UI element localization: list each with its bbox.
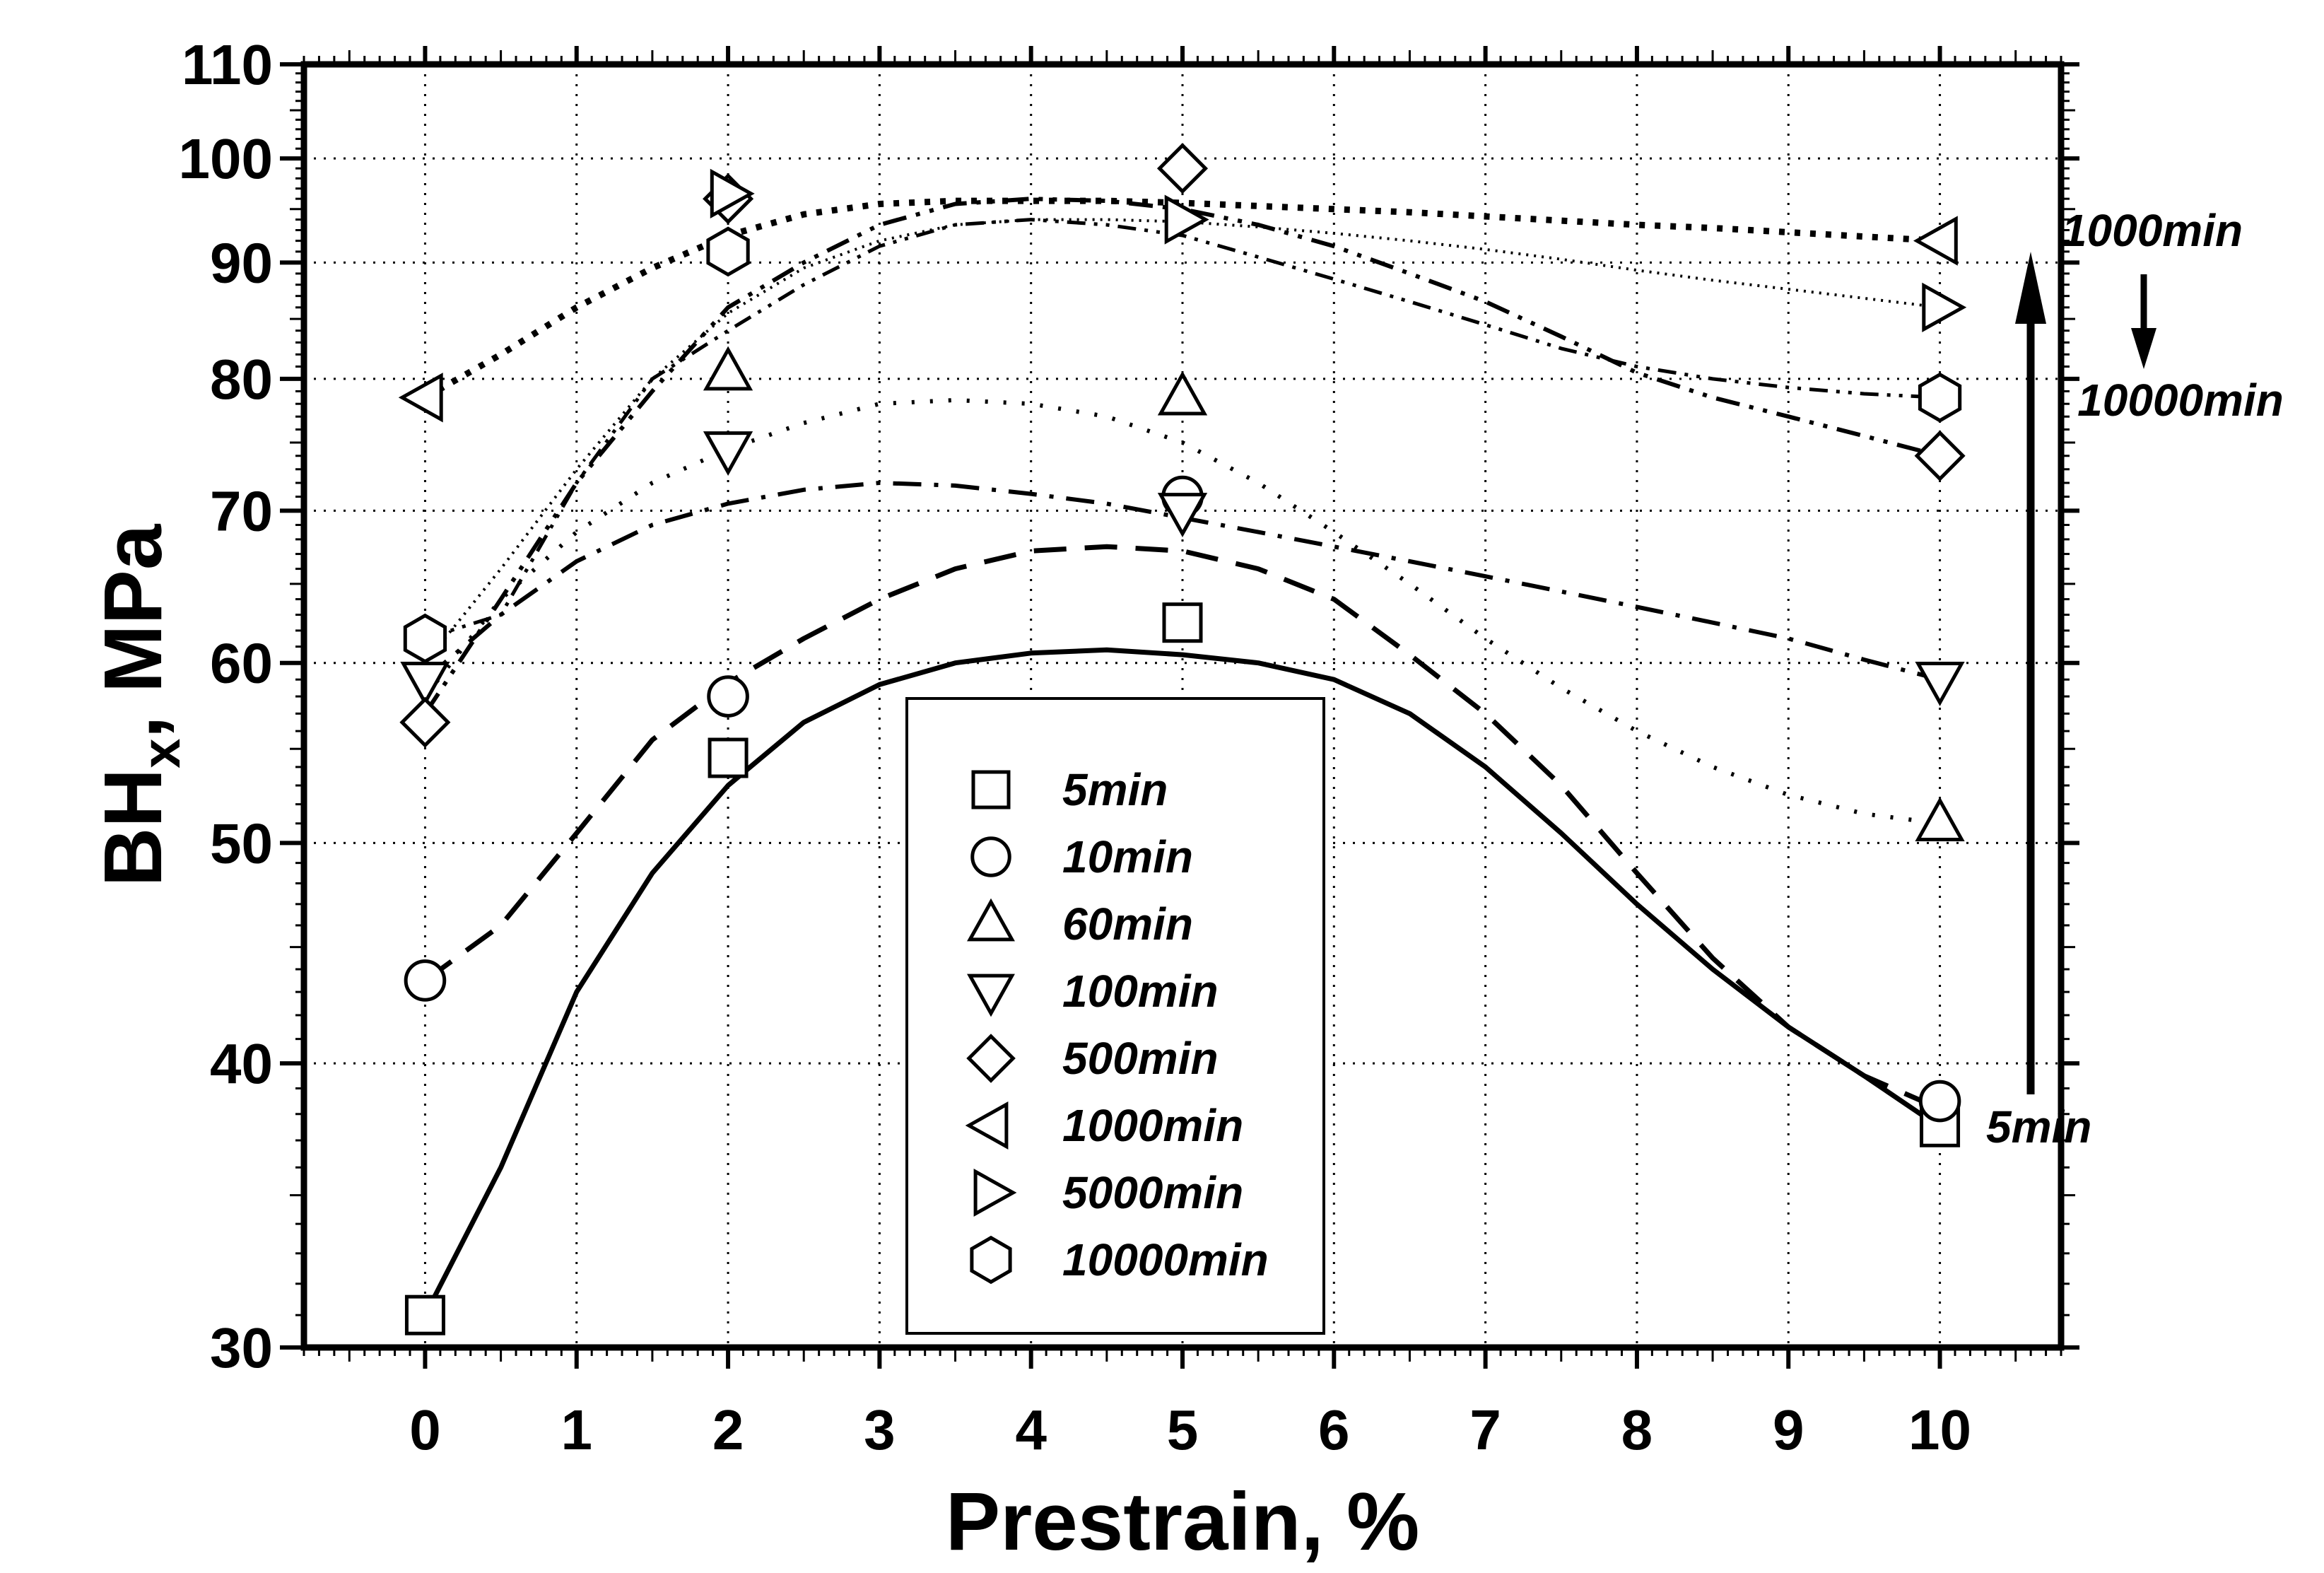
legend-label-500min: 500min	[1062, 1033, 1219, 1084]
marker-500min-x5	[1156, 143, 1209, 194]
x-tick-label-5: 5	[1167, 1398, 1199, 1461]
legend-marker-10min	[970, 836, 1011, 877]
arrow-down-head	[2131, 328, 2156, 369]
x-tick-label-4: 4	[1015, 1398, 1047, 1461]
legend-marker-5min	[971, 770, 1011, 809]
annotation-bottom-label: 5min	[1986, 1101, 2091, 1152]
legend-item-5000min: 5000min	[973, 1167, 1243, 1218]
marker-100min-x2	[703, 431, 753, 476]
arrow-up-head	[2015, 252, 2046, 324]
legend-marker-60min	[967, 898, 1015, 942]
legend-label-10min: 10min	[1062, 831, 1193, 882]
x-axis-title: Prestrain, %	[946, 1475, 1420, 1567]
marker-100min-x10	[1915, 662, 1965, 706]
y-tick-label-110: 110	[182, 33, 273, 96]
marker-1000min-x10	[1913, 216, 1958, 266]
marker-10min-x0	[404, 959, 447, 1002]
marker-1000min-x0	[398, 373, 443, 423]
x-tick-label-0: 0	[409, 1398, 441, 1461]
y-axis-title: BHx, MPa	[87, 523, 192, 887]
marker-100min-x5	[1157, 493, 1208, 538]
x-tick-label-1: 1	[561, 1398, 593, 1461]
legend-label-100min: 100min	[1062, 966, 1219, 1017]
annotation-right-label: 10000min	[2077, 375, 2284, 426]
legend-item-60min: 60min	[967, 898, 1193, 949]
legend-label-10000min: 10000min	[1062, 1234, 1269, 1285]
marker-10000min-x0	[403, 613, 447, 664]
y-tick-label-100: 100	[179, 127, 273, 190]
legend-item-500min: 500min	[966, 1033, 1219, 1084]
x-tick-label-9: 9	[1773, 1398, 1804, 1461]
legend-item-100min: 100min	[967, 966, 1219, 1017]
marker-5000min-x5	[1164, 194, 1209, 245]
legend-item-10000min: 10000min	[970, 1234, 1269, 1285]
marker-500min-x0	[399, 696, 451, 748]
y-tick-label-80: 80	[210, 348, 273, 411]
annotation-top-label: 1000min	[2062, 205, 2243, 256]
x-tick-label-8: 8	[1621, 1398, 1653, 1461]
marker-500min-x10	[1914, 430, 1966, 481]
legend-marker-100min	[967, 973, 1015, 1017]
marker-60min-x2	[703, 346, 753, 391]
marker-5000min-x10	[1922, 282, 1967, 332]
series-markers	[398, 143, 1967, 1335]
legend-marker-500min	[966, 1034, 1016, 1083]
y-axis-title-main: BH	[87, 768, 179, 887]
series-line-10min	[423, 544, 1941, 1111]
legend-item-5min: 5min	[971, 764, 1168, 815]
legend-item-1000min: 1000min	[965, 1100, 1243, 1151]
marker-5000min-x2	[710, 168, 755, 219]
y-tick-label-30: 30	[210, 1316, 273, 1379]
y-tick-label-50: 50	[210, 812, 273, 875]
series-line-10000min	[424, 218, 1940, 641]
x-tick-label-2: 2	[712, 1398, 744, 1461]
series-line-60min	[423, 397, 1940, 826]
legend: 5min 10min 60min 100min 500min 1000min 5000min…	[965, 764, 1269, 1285]
marker-10min-x10	[1918, 1080, 1961, 1123]
marker-10min-x2	[707, 675, 749, 718]
x-tick-label-6: 6	[1318, 1398, 1350, 1461]
x-tick-label-7: 7	[1469, 1398, 1501, 1461]
y-tick-label-40: 40	[210, 1032, 273, 1095]
marker-60min-x10	[1915, 797, 1965, 841]
x-tick-label-10: 10	[1908, 1398, 1971, 1461]
marker-5min-x0	[404, 1294, 445, 1335]
marker-5min-x2	[708, 737, 749, 778]
legend-marker-10000min	[970, 1235, 1012, 1285]
legend-label-60min: 60min	[1062, 899, 1193, 949]
y-tick-label-90: 90	[210, 231, 273, 294]
legend-marker-5000min	[973, 1169, 1017, 1217]
arrow-up	[2015, 252, 2046, 1094]
legend-label-5000min: 5000min	[1062, 1167, 1243, 1218]
series-line-1000min	[423, 197, 1940, 401]
y-tick-label-60: 60	[210, 632, 273, 695]
ticks	[280, 46, 2079, 1369]
marker-60min-x5	[1157, 370, 1208, 416]
tick-labels: 0 1 2 3 4 5 6 7 8 9 10 30 40 50 60 70 80 90 100 110	[179, 33, 1972, 1461]
marker-10000min-x10	[1918, 372, 1962, 423]
marker-5min-x5	[1162, 602, 1203, 643]
y-tick-label-70: 70	[210, 479, 273, 542]
legend-marker-1000min	[965, 1101, 1009, 1150]
legend-label-5min: 5min	[1062, 764, 1168, 815]
series-line-5min	[423, 647, 1942, 1316]
series-line-5000min	[423, 218, 1940, 664]
y-axis-title-unit: , MPa	[87, 523, 179, 738]
y-axis-title-subscript: x	[131, 739, 192, 768]
marker-10000min-x2	[706, 226, 750, 277]
arrow-down	[2131, 274, 2156, 369]
legend-item-10min: 10min	[970, 831, 1193, 882]
x-tick-label-3: 3	[864, 1398, 896, 1461]
legend-label-1000min: 1000min	[1062, 1100, 1243, 1151]
